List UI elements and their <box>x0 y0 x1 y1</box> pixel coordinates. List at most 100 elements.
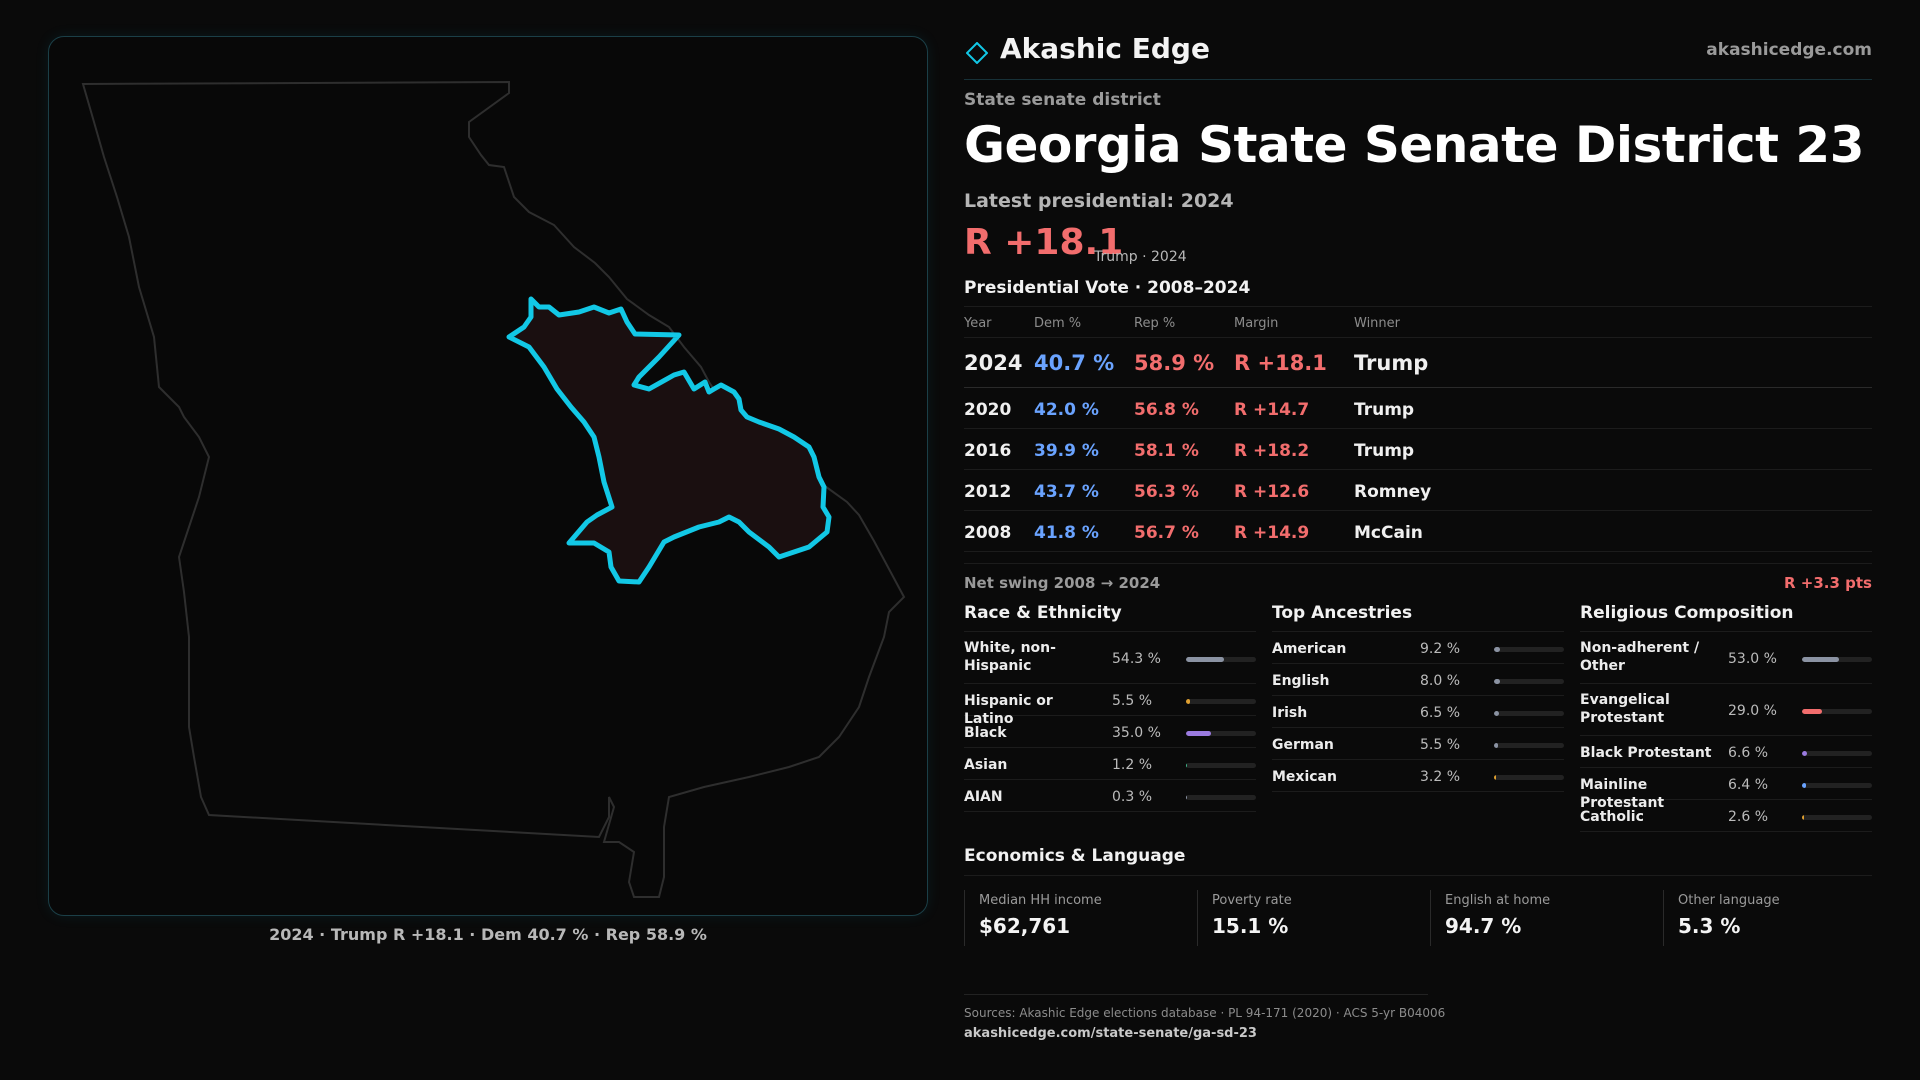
item-label: Mexican <box>1272 769 1337 785</box>
header-rep: Rep % <box>1134 316 1176 331</box>
item-label: Asian <box>964 757 1008 773</box>
item-bar <box>1494 743 1564 748</box>
item-label: Hispanic or Latino <box>964 693 1053 727</box>
cell-dem: 43.7 % <box>1034 482 1099 502</box>
item-bar-fill <box>1494 775 1497 780</box>
item-label: German <box>1272 737 1334 753</box>
cell-rep: 56.8 % <box>1134 400 1199 420</box>
list-item: Black 35.0 % <box>964 716 1256 748</box>
item-percent: 0.3 % <box>1112 789 1153 805</box>
list-item: Irish 6.5 % <box>1272 696 1564 728</box>
stat-value: 94.7 % <box>1445 914 1522 938</box>
brand-url-link[interactable]: akashicedge.com <box>1706 40 1872 60</box>
table-row: 2012 43.7 % 56.3 % R +12.6 Romney <box>964 470 1872 511</box>
stat-value: 15.1 % <box>1212 914 1289 938</box>
cell-rep: 58.9 % <box>1134 351 1215 375</box>
list-item: Non-adherent / Other 53.0 % <box>1580 632 1872 684</box>
item-label: Non-adherent / Other <box>1580 640 1700 674</box>
cell-winner: Trump <box>1354 351 1429 375</box>
cell-year: 2020 <box>964 400 1012 420</box>
header-margin: Margin <box>1234 316 1279 331</box>
item-bar-fill <box>1802 751 1807 756</box>
item-percent: 6.6 % <box>1728 745 1769 761</box>
cell-rep: 56.7 % <box>1134 523 1199 543</box>
item-label: Black <box>964 725 1007 741</box>
ancestries-section: Top Ancestries American 9.2 % English 8.… <box>1272 600 1564 792</box>
list-item: Black Protestant 6.6 % <box>1580 736 1872 768</box>
item-label: Irish <box>1272 705 1308 721</box>
net-swing-row: Net swing 2008 → 2024 R +3.3 pts <box>964 563 1872 593</box>
item-bar <box>1494 775 1564 780</box>
item-bar <box>1494 679 1564 684</box>
header-year: Year <box>964 316 992 331</box>
stat-median-income: Median HH income $62,761 <box>964 890 1182 946</box>
item-percent: 2.6 % <box>1728 809 1769 825</box>
item-bar-fill <box>1802 783 1807 788</box>
stat-label: English at home <box>1445 893 1551 908</box>
item-percent: 6.5 % <box>1420 705 1461 721</box>
cell-winner: Romney <box>1354 482 1432 502</box>
list-item: Hispanic or Latino 5.5 % <box>964 684 1256 727</box>
ancestries-title: Top Ancestries <box>1272 600 1564 632</box>
list-item: English 8.0 % <box>1272 664 1564 696</box>
cell-dem: 42.0 % <box>1034 400 1099 420</box>
item-bar-fill <box>1494 711 1499 716</box>
presidential-table-title: Presidential Vote · 2008–2024 <box>964 278 1251 298</box>
item-bar-fill <box>1802 815 1804 820</box>
diamond-logo-icon <box>966 42 988 64</box>
cell-year: 2012 <box>964 482 1012 502</box>
item-percent: 35.0 % <box>1112 725 1161 741</box>
item-bar <box>1802 657 1872 662</box>
cell-margin: R +18.1 <box>1234 351 1327 375</box>
latest-presidential-label: Latest presidential: 2024 <box>964 190 1234 212</box>
item-bar <box>1494 711 1564 716</box>
header-dem: Dem % <box>1034 316 1082 331</box>
item-bar <box>1802 815 1872 820</box>
item-label: Black Protestant <box>1580 745 1712 761</box>
item-bar <box>1802 751 1872 756</box>
table-row: 2008 41.8 % 56.7 % R +14.9 McCain <box>964 511 1872 552</box>
list-item: Mexican 3.2 % <box>1272 760 1564 792</box>
item-label: English <box>1272 673 1330 689</box>
net-swing-value: R +3.3 pts <box>1784 574 1872 592</box>
district-map[interactable] <box>49 37 929 917</box>
item-percent: 9.2 % <box>1420 641 1461 657</box>
cell-margin: R +18.2 <box>1234 441 1310 461</box>
details-panel: Akashic Edge akashicedge.com State senat… <box>964 0 1872 1080</box>
cell-rep: 58.1 % <box>1134 441 1199 461</box>
sources-divider <box>964 994 1428 995</box>
table-header: Year Dem % Rep % Margin Winner <box>964 306 1872 338</box>
item-bar <box>1186 795 1256 800</box>
item-label: Evangelical Protestant <box>1580 692 1670 726</box>
item-bar <box>1186 731 1256 736</box>
item-bar <box>1494 647 1564 652</box>
map-caption: 2024 · Trump R +18.1 · Dem 40.7 % · Rep … <box>269 925 707 944</box>
list-item: White, non-Hispanic 54.3 % <box>964 632 1256 684</box>
cell-year: 2008 <box>964 523 1012 543</box>
item-bar-fill <box>1186 657 1224 662</box>
religion-title: Religious Composition <box>1580 600 1872 632</box>
economics-title: Economics & Language <box>964 846 1872 876</box>
item-bar <box>1186 763 1256 768</box>
item-label: Mainline Protestant <box>1580 777 1665 811</box>
list-item: Catholic 2.6 % <box>1580 800 1872 832</box>
item-percent: 6.4 % <box>1728 777 1769 793</box>
table-row: 2024 40.7 % 58.9 % R +18.1 Trump <box>964 338 1872 388</box>
stat-label: Poverty rate <box>1212 893 1292 908</box>
presidential-table: Year Dem % Rep % Margin Winner 2024 40.7… <box>964 306 1872 552</box>
list-item: German 5.5 % <box>1272 728 1564 760</box>
list-item: American 9.2 % <box>1272 632 1564 664</box>
item-bar-fill <box>1494 743 1498 748</box>
item-bar <box>1186 699 1256 704</box>
stat-value: 5.3 % <box>1678 914 1741 938</box>
headline-margin: R +18.1 <box>964 222 1124 263</box>
stat-other-language: Other language 5.3 % <box>1663 890 1881 946</box>
cell-dem: 41.8 % <box>1034 523 1099 543</box>
cell-winner: Trump <box>1354 400 1415 420</box>
item-bar <box>1802 709 1872 714</box>
item-bar-fill <box>1186 763 1187 768</box>
stat-english-at-home: English at home 94.7 % <box>1430 890 1648 946</box>
district-23-boundary[interactable] <box>506 296 832 585</box>
cell-dem: 40.7 % <box>1034 351 1115 375</box>
sources-url-link[interactable]: akashicedge.com/state-senate/ga-sd-23 <box>964 1026 1257 1041</box>
